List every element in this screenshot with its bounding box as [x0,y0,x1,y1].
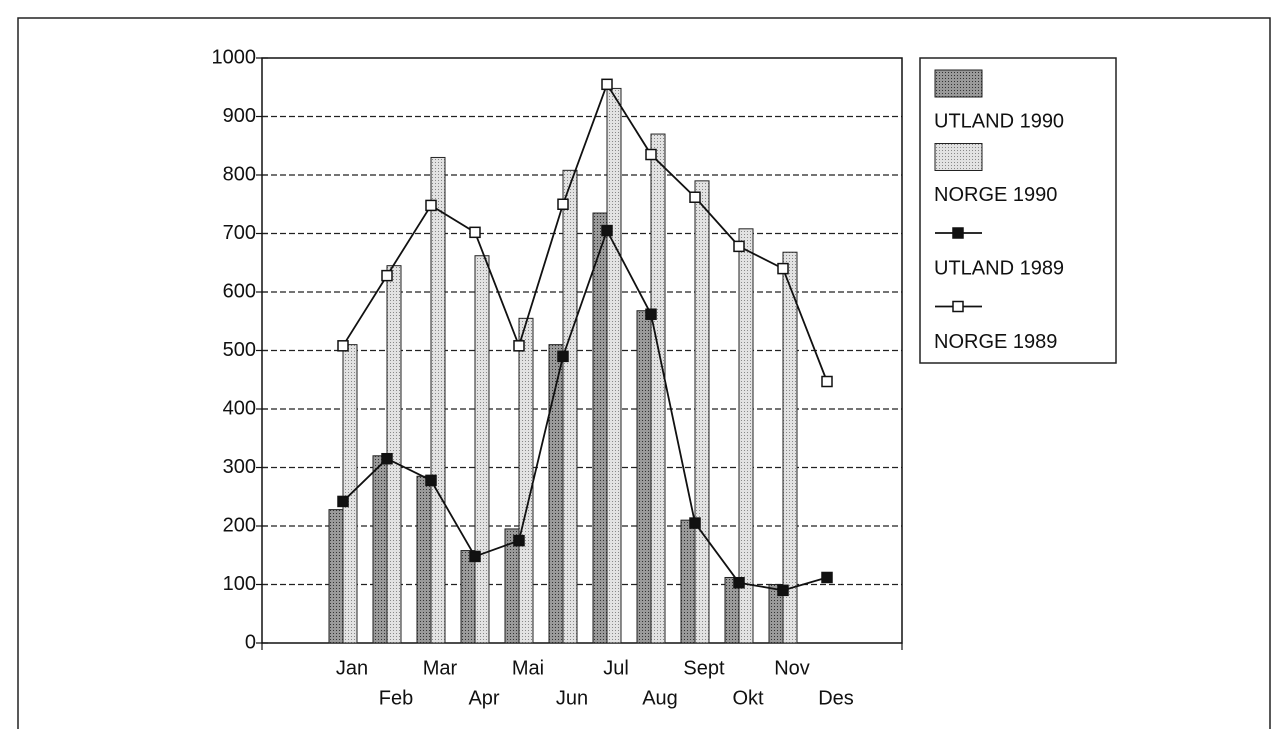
marker [733,576,745,589]
line [342,228,828,592]
marker [469,226,481,239]
legend-swatch [934,69,983,98]
marker [557,350,569,363]
legend-box [919,57,1117,364]
marker [381,269,393,282]
y-tick-label: 800 [223,163,256,185]
marker [777,262,789,275]
marker [425,199,437,212]
plot-area [261,57,903,644]
bar [460,550,476,644]
marker [645,308,657,320]
y-tick-label: 300 [223,456,256,478]
marker [513,340,525,352]
marker [513,534,525,547]
y-tick-label: 100 [223,573,256,595]
bar [518,317,534,644]
bar [606,87,622,644]
marker [821,571,833,584]
legend-label: UTLAND 1989 [934,257,1064,279]
bar [328,509,344,644]
bar [474,255,490,644]
x-tick-label: Des [818,687,854,709]
legend-swatch [934,143,983,171]
bar [416,475,432,644]
bar [694,180,710,644]
bar [636,310,652,644]
marker [601,224,613,237]
x-tick-label: Okt [732,687,764,709]
x-tick-label: Jan [336,657,368,679]
legend-label: NORGE 1990 [934,184,1057,206]
marker [425,474,437,487]
x-tick-label: Aug [642,687,678,709]
legend-marker [952,300,964,313]
x-tick-label: Apr [468,687,499,709]
marker [821,375,833,388]
marker [733,240,745,253]
x-tick-label: Feb [379,687,413,709]
legend-label: NORGE 1989 [934,331,1057,353]
y-tick-label: 900 [223,105,256,127]
y-tick-label: 1000 [212,46,257,68]
frame [17,17,1271,729]
x-tick-label: Jul [603,657,629,679]
bar [782,251,798,644]
bar [372,455,388,644]
x-tick-label: Jun [556,687,588,709]
x-tick-label: Mar [423,657,458,679]
bar [592,212,608,644]
line [342,82,828,382]
marker [469,550,481,563]
y-tick-label: 600 [223,280,256,302]
marker [337,495,349,508]
x-tick-label: Mai [512,657,544,679]
x-tick-label: Sept [683,657,725,679]
bar [430,156,446,644]
bar [650,133,666,644]
marker [777,584,789,597]
bar [680,519,696,644]
legend-label: UTLAND 1990 [934,110,1064,132]
marker [689,191,701,203]
y-tick-label: 400 [223,397,256,419]
marker [557,198,569,210]
legend-marker [952,227,964,239]
y-tick-label: 700 [223,222,256,244]
marker [601,78,613,91]
bar [738,228,754,644]
bar [562,169,578,644]
marker [381,452,393,465]
y-tick-label: 500 [223,339,256,361]
marker [645,148,657,161]
marker [689,517,701,529]
y-tick-label: 0 [245,631,256,653]
x-tick-label: Nov [774,657,810,679]
marker [337,340,349,352]
y-tick-label: 200 [223,514,256,536]
